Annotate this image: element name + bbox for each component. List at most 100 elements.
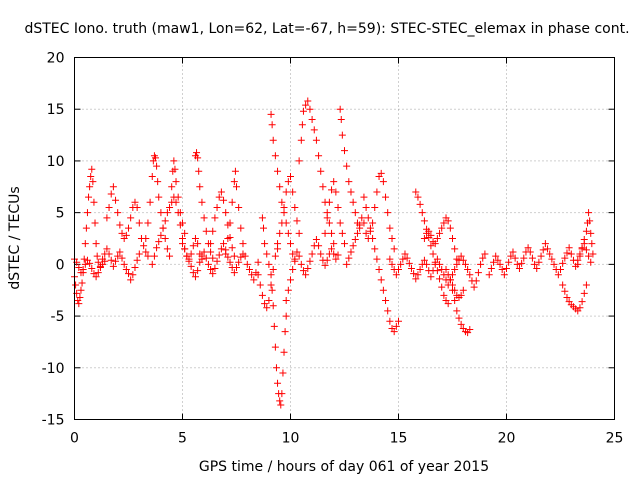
data-point-marker [563,293,571,301]
data-point-marker [254,258,262,266]
data-point-marker [267,271,275,279]
data-point-marker [193,149,201,157]
data-point-marker [373,255,381,263]
data-point-marker [332,255,340,263]
data-point-marker [213,203,221,211]
data-point-marker [72,281,80,289]
data-point-marker [217,188,225,196]
series-arc-22 [412,188,452,308]
data-point-marker [279,369,287,377]
data-point-marker [580,236,588,244]
x-axis-title: GPS time / hours of day 061 of year 2015 [199,459,489,475]
data-point-marker [386,224,394,232]
data-point-marker [118,229,126,237]
data-point-marker [531,260,539,268]
data-point-marker [427,273,435,281]
series-arc-24 [446,276,474,337]
data-point-marker [235,258,243,266]
data-point-marker [191,273,199,281]
y-tick-label: 15 [47,102,65,118]
data-point-marker [440,291,448,299]
data-point-marker [472,277,480,285]
data-point-marker [107,256,115,264]
data-point-marker [347,188,355,196]
data-point-marker [284,229,292,237]
data-point-marker [194,240,202,248]
data-point-marker [337,116,345,124]
data-point-marker [171,165,179,173]
data-point-marker [291,255,299,263]
data-point-marker [479,254,487,262]
axis-ticks [74,57,615,420]
data-point-marker [166,203,174,211]
data-point-marker [414,271,422,279]
data-point-marker [477,260,485,268]
data-point-marker [133,203,141,211]
data-point-marker [269,302,277,310]
data-point-marker [425,227,433,235]
data-point-marker [161,217,169,225]
data-point-marker [282,312,290,320]
data-point-marker [295,229,303,237]
data-point-marker [274,379,282,387]
data-point-marker [185,257,193,265]
data-points [71,97,597,409]
data-point-marker [356,221,364,229]
data-point-marker [349,198,357,206]
grid-lines [74,57,615,420]
data-point-marker [248,271,256,279]
data-point-marker [183,252,191,260]
data-point-marker [334,203,342,211]
data-point-marker [103,245,111,253]
data-point-marker [274,167,282,175]
data-point-marker [107,190,115,198]
data-point-marker [379,286,387,294]
data-point-marker [271,152,279,160]
data-point-marker [144,219,152,227]
data-point-marker [436,229,444,237]
data-point-marker [330,240,338,248]
data-point-marker [215,193,223,201]
data-point-marker [587,229,595,237]
data-point-marker [263,250,271,258]
data-point-marker [267,281,275,289]
data-point-marker [466,271,474,279]
data-point-marker [500,271,508,279]
series-arc-6 [168,157,189,237]
data-point-marker [461,260,469,268]
series-arc-23 [420,214,461,263]
data-point-marker [287,240,294,248]
data-point-marker [533,264,541,272]
data-point-marker [494,256,502,264]
data-point-marker [481,250,489,258]
data-point-marker [250,276,258,284]
data-point-marker [271,252,279,260]
data-point-marker [498,266,506,274]
data-point-marker [520,254,528,262]
data-point-marker [166,252,174,260]
data-point-marker [580,289,588,297]
data-point-marker [399,255,407,263]
data-point-marker [118,254,126,262]
data-point-marker [120,260,128,268]
data-point-marker [427,231,435,239]
data-point-marker [310,126,318,134]
data-point-marker [116,221,124,229]
data-point-marker [388,235,396,242]
data-point-marker [144,252,152,260]
data-point-marker [269,136,277,144]
data-point-marker [578,298,586,306]
data-point-marker [245,266,253,274]
y-axis-title: dSTEC / TECUs [7,186,23,289]
data-point-marker [122,231,130,239]
data-point-marker [304,97,312,105]
x-tick-label: 0 [70,431,79,447]
data-point-marker [366,224,374,232]
data-point-marker [338,229,346,237]
data-point-marker [92,240,100,248]
data-point-marker [131,263,139,271]
data-point-marker [578,244,586,252]
data-point-marker [470,283,478,291]
data-point-marker [567,250,575,258]
data-point-marker [561,287,569,295]
